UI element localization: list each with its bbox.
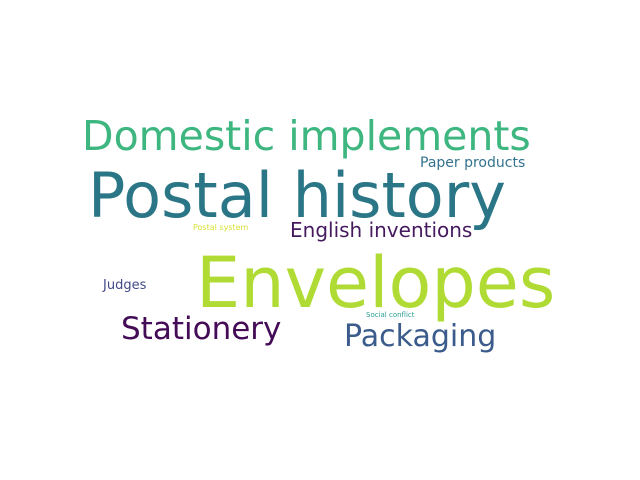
word-postal-history: Postal history	[88, 159, 506, 232]
word-social-conflict: Social conflict	[366, 311, 415, 319]
word-english-inventions: English inventions	[290, 218, 473, 242]
word-paper-products: Paper products	[420, 155, 526, 171]
word-stationery: Stationery	[121, 311, 282, 347]
word-packaging: Packaging	[344, 319, 497, 354]
word-postal-system: Postal system	[193, 223, 249, 232]
word-envelopes: Envelopes	[196, 242, 556, 324]
word-judges: Judges	[103, 278, 147, 293]
word-domestic-implements: Domestic implements	[82, 112, 531, 160]
